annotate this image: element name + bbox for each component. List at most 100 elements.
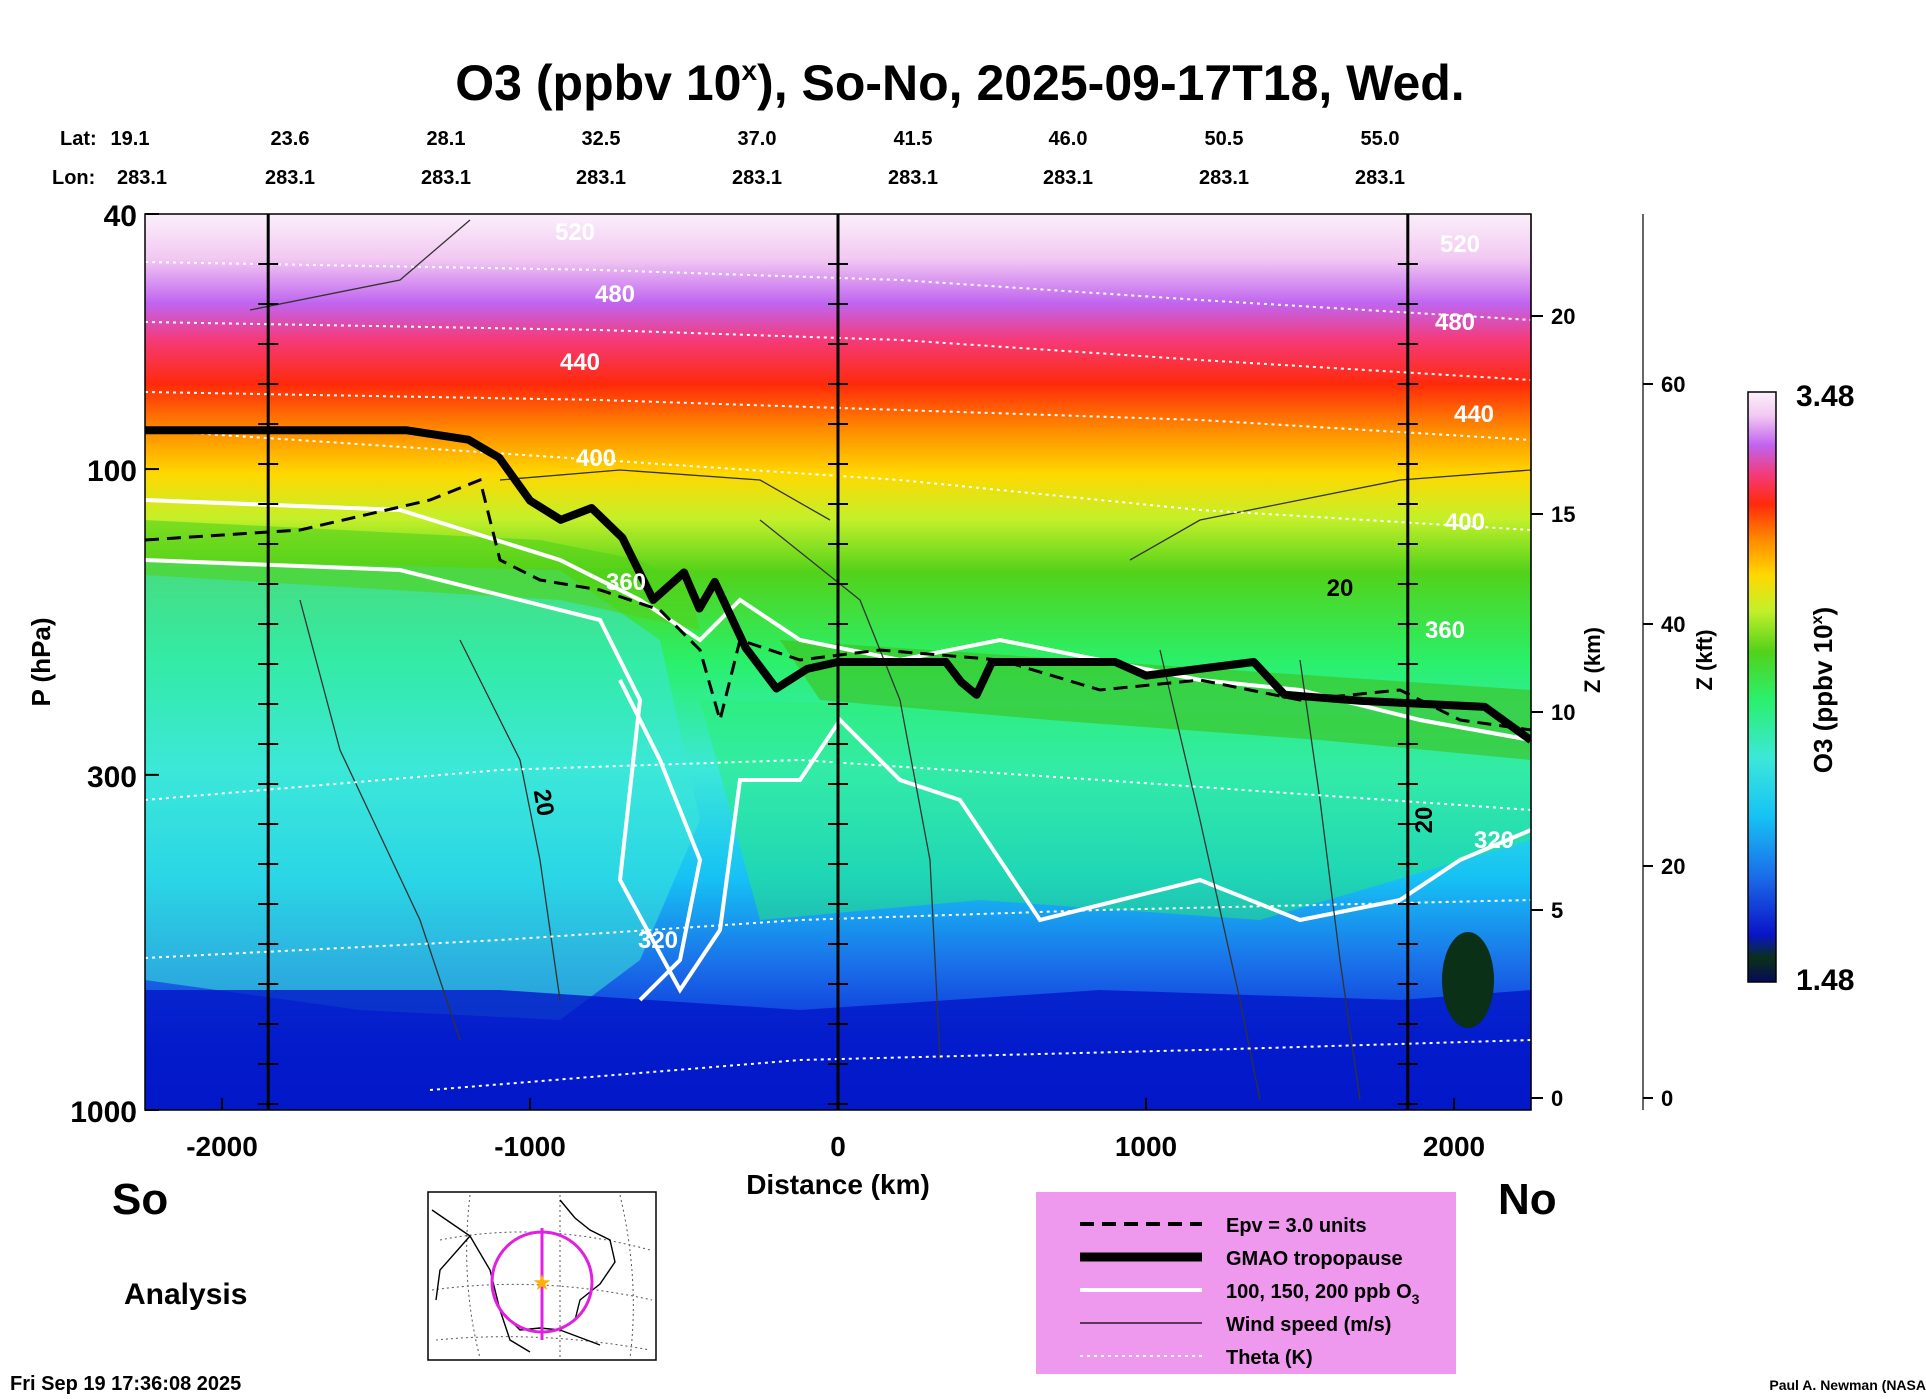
- z-kft-tick-label: 40: [1661, 612, 1685, 637]
- lat-values: 19.1 23.6 28.1 32.5 37.0 41.5 46.0 50.5 55.0: [111, 128, 1400, 150]
- wind-contour-line: [759, 519, 941, 1061]
- lon-value: 283.1: [421, 167, 471, 189]
- theta-label: 320: [638, 927, 678, 954]
- ozone-contour-line: [145, 498, 1531, 742]
- lon-value: 283.1: [1199, 167, 1249, 189]
- legend-label: Theta (K): [1226, 1347, 1313, 1369]
- x-axis: -2000 -1000 0 1000 2000: [186, 1098, 1485, 1162]
- colorbar-title: O3 (ppbv 10x): [1808, 607, 1838, 773]
- z-kft-axis-label: Z (kft): [1692, 629, 1717, 690]
- theta-label: 520: [555, 219, 595, 246]
- lat-lon-header: Lat: Lon: 19.1 23.6 28.1 32.5 37.0 41.5 46.0 50…: [52, 128, 1405, 189]
- lon-value: 283.1: [1043, 167, 1093, 189]
- x-tick-label: 0: [830, 1131, 846, 1162]
- legend-label: Epv = 3.0 units: [1226, 1215, 1367, 1237]
- south-end-label: So: [112, 1175, 168, 1224]
- x-tick-label: 2000: [1423, 1131, 1485, 1162]
- z-kft-tick-label: 60: [1661, 372, 1685, 397]
- north-end-label: No: [1498, 1175, 1557, 1224]
- lat-value: 19.1: [111, 128, 150, 150]
- north-dark-green-band: [780, 640, 1531, 760]
- theta-label: 440: [560, 349, 600, 376]
- wind-contour-line: [1159, 649, 1261, 1101]
- lat-value: 55.0: [1361, 128, 1400, 150]
- ozone-contour-line: [145, 558, 1531, 994]
- legend-label: 100, 150, 200 ppb O3: [1226, 1281, 1420, 1307]
- x-tick-label: -2000: [186, 1131, 258, 1162]
- chart-title: O3 (ppbv 10x), So-No, 2025-09-17T18, Wed…: [455, 55, 1464, 111]
- z-km-tick-label: 0: [1551, 1086, 1563, 1111]
- map-center-star-icon: ★: [532, 1270, 552, 1295]
- lon-value: 283.1: [265, 167, 315, 189]
- lon-value: 283.1: [732, 167, 782, 189]
- theta-line: [145, 261, 1531, 321]
- credit-label: Paul A. Newman (NASA: [1769, 1377, 1926, 1393]
- theta-line: [145, 429, 1531, 531]
- lat-value: 37.0: [738, 128, 777, 150]
- theta-label: 480: [1435, 309, 1475, 336]
- vertical-section-markers: [258, 214, 1418, 1110]
- wind-contour-line: [499, 469, 831, 521]
- theta-label: 400: [1445, 509, 1485, 536]
- x-axis-label: Distance (km): [746, 1169, 930, 1200]
- lon-value: 283.1: [1355, 167, 1405, 189]
- lon-row-label: Lon:: [52, 167, 95, 189]
- z-km-axis-label: Z (km): [1580, 627, 1605, 693]
- theta-label: 360: [606, 569, 646, 596]
- north-surface-lobe: [1442, 932, 1494, 1028]
- z-km-tick-label: 10: [1551, 700, 1575, 725]
- wind-label: 20: [1327, 575, 1354, 602]
- theta-line: [145, 391, 1531, 441]
- wind-contour-line: [249, 219, 471, 311]
- theta-line: [145, 758, 1531, 811]
- lat-value: 50.5: [1205, 128, 1244, 150]
- wind-contour-line: [1299, 659, 1361, 1101]
- lat-value: 46.0: [1049, 128, 1088, 150]
- theta-labels: 520 480 440 400 360 320 520 480 440 400 360 320: [555, 219, 1514, 954]
- z-kft-tick-label: 20: [1661, 854, 1685, 879]
- lon-value: 283.1: [888, 167, 938, 189]
- wind-contour-line: [459, 639, 561, 1001]
- locator-map: ★: [427, 1191, 657, 1361]
- lon-values: 283.1 283.1 283.1 283.1 283.1 283.1 283.1 283.1…: [117, 167, 1405, 189]
- z-km-tick-label: 15: [1551, 502, 1575, 527]
- theta-label: 520: [1440, 231, 1480, 258]
- ozone-contour-line: [618, 679, 703, 1002]
- timestamp: Fri Sep 19 17:36:08 2025: [10, 1373, 241, 1394]
- lat-value: 41.5: [894, 128, 933, 150]
- analysis-label: Analysis: [124, 1278, 247, 1311]
- wind-contour-line: [1129, 469, 1531, 561]
- legend-items: Epv = 3.0 units GMAO tropopause 100, 150, …: [1080, 1215, 1420, 1369]
- colorbar-max-label: 3.48: [1796, 380, 1854, 413]
- colorbar-gradient: [1747, 391, 1777, 983]
- theta-label: 360: [1425, 617, 1465, 644]
- theta-line: [145, 321, 1531, 381]
- z-kft-axis: 0 20 40 60: [1642, 214, 1685, 1111]
- epv-dashed-line: [145, 477, 1531, 732]
- y-tick-label: 1000: [70, 1096, 137, 1129]
- theta-label: 320: [1474, 827, 1514, 854]
- gmao-tropopause-line: [145, 426, 1531, 744]
- z-kft-tick-label: 0: [1661, 1086, 1673, 1111]
- z-km-axis: 0 5 10 15 20: [1530, 214, 1575, 1111]
- theta-line: [145, 899, 1531, 959]
- wind-label: 20: [528, 787, 559, 818]
- x-tick-label: 1000: [1115, 1131, 1177, 1162]
- y-tick-label: 40: [104, 200, 137, 233]
- colorbar-min-label: 1.48: [1796, 964, 1854, 997]
- x-tick-label: -1000: [494, 1131, 566, 1162]
- lat-value: 32.5: [582, 128, 621, 150]
- north-green-region: [700, 700, 1531, 920]
- colorbar: 3.48 1.48 O3 (ppbv 10x): [1747, 380, 1854, 997]
- z-km-tick-label: 5: [1551, 898, 1563, 923]
- wind-contour-line: [299, 599, 461, 1041]
- legend-label: GMAO tropopause: [1226, 1248, 1403, 1270]
- theta-label: 400: [576, 445, 616, 472]
- south-low-ozone-region: [145, 560, 700, 1020]
- y-axis: 40 100 300 1000: [70, 200, 159, 1129]
- lon-value: 283.1: [576, 167, 626, 189]
- wind-label: 20: [1411, 807, 1438, 834]
- lat-value: 28.1: [427, 128, 466, 150]
